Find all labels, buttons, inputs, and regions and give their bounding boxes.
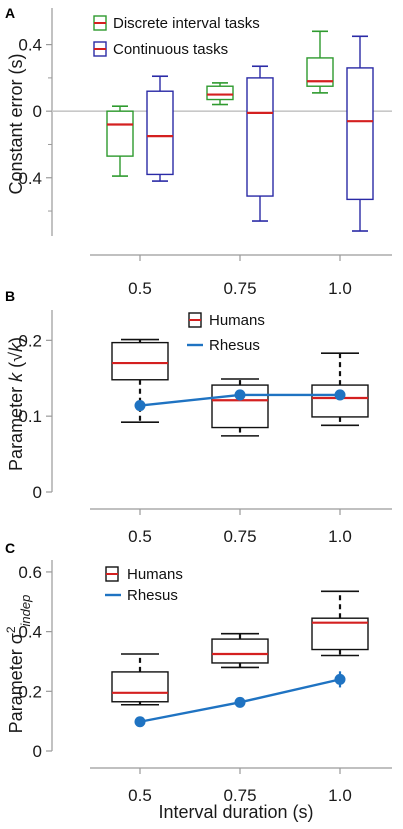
panel-a-marks — [106, 30, 374, 232]
box — [146, 90, 174, 176]
panel-a-legend: Discrete interval tasks Continuous tasks — [93, 15, 260, 58]
y-tick-label: 0.4 — [18, 623, 42, 642]
legend-humans-label: Humans — [209, 312, 265, 329]
box — [211, 384, 269, 429]
panel-b-letter: B — [5, 288, 15, 304]
legend-rhesus-label: Rhesus — [209, 337, 260, 354]
panel-c-legend: Humans Rhesus — [105, 566, 183, 604]
rhesus-point — [334, 389, 346, 401]
box — [111, 341, 169, 381]
panel-a: A Constant error (s) 0.40-0.40.5 0.75 1.0 … — [5, 5, 392, 298]
legend-humans — [105, 566, 119, 582]
panel-b-legend: Humans Rhesus — [187, 312, 265, 354]
rhesus-point — [134, 400, 146, 412]
panel-b-marks — [111, 338, 369, 437]
x-tick-label: 1.0 — [328, 279, 352, 298]
legend-continuous-label: Continuous tasks — [113, 41, 228, 58]
x-tick-label: 0.5 — [128, 527, 152, 546]
legend-discrete — [93, 15, 107, 31]
y-tick-label: 0 — [33, 483, 42, 502]
panel-a-ylabel: Constant error (s) — [6, 53, 26, 194]
legend-humans — [188, 312, 202, 328]
box — [106, 110, 134, 157]
panel-c-marks — [111, 590, 369, 728]
x-tick-label: 0.5 — [128, 786, 152, 805]
box — [211, 638, 269, 664]
panel-c: C Parameter σ2indep 0.6 0.4 0.2 0 0.5 0.75 1.0… — [4, 540, 392, 805]
legend-rhesus-label: Rhesus — [127, 587, 178, 604]
x-tick-label: 0.5 — [128, 279, 152, 298]
box — [346, 67, 374, 201]
x-tick-label: 1.0 — [328, 527, 352, 546]
panel-a-letter: A — [5, 5, 15, 21]
y-tick-label: 0.6 — [18, 563, 42, 582]
x-axis-label: Interval duration (s) — [158, 802, 313, 822]
legend-discrete-label: Discrete interval tasks — [113, 15, 260, 32]
panel-c-letter: C — [5, 540, 15, 556]
panel-c-axes: 0.6 0.4 0.2 0 0.5 0.75 1.0 — [18, 560, 392, 805]
y-tick-label: 0.2 — [18, 682, 42, 701]
x-tick-label: 0.75 — [223, 786, 256, 805]
panel-b-axes: 0.2 0.1 0 0.5 0.75 1.0 — [18, 310, 392, 546]
y-tick-label: 0.2 — [18, 331, 42, 350]
box — [111, 671, 169, 703]
box — [206, 85, 234, 101]
rhesus-point — [334, 673, 346, 685]
x-tick-label: 0.75 — [223, 279, 256, 298]
x-tick-label: 1.0 — [328, 786, 352, 805]
box — [311, 384, 369, 418]
legend-humans-label: Humans — [127, 566, 183, 583]
panel-c-ylabel: Parameter σ2indep — [4, 595, 33, 734]
y-tick-label: 0 — [33, 102, 42, 121]
rhesus-point — [234, 389, 246, 401]
y-tick-label: -0.4 — [13, 169, 42, 188]
x-tick-label: 0.75 — [223, 527, 256, 546]
panel-b-ylabel: Parameter k (√k) — [6, 337, 26, 471]
y-tick-label: 0.4 — [18, 36, 42, 55]
legend-continuous — [93, 41, 107, 57]
panel-b: B Parameter k (√k) 0.2 0.1 0 0.5 0.75 1.0 Hum… — [5, 288, 392, 546]
y-tick-label: 0.1 — [18, 407, 42, 426]
y-tick-label: 0 — [33, 742, 42, 761]
rhesus-point — [234, 696, 246, 708]
box — [246, 77, 274, 197]
rhesus-point — [134, 716, 146, 728]
